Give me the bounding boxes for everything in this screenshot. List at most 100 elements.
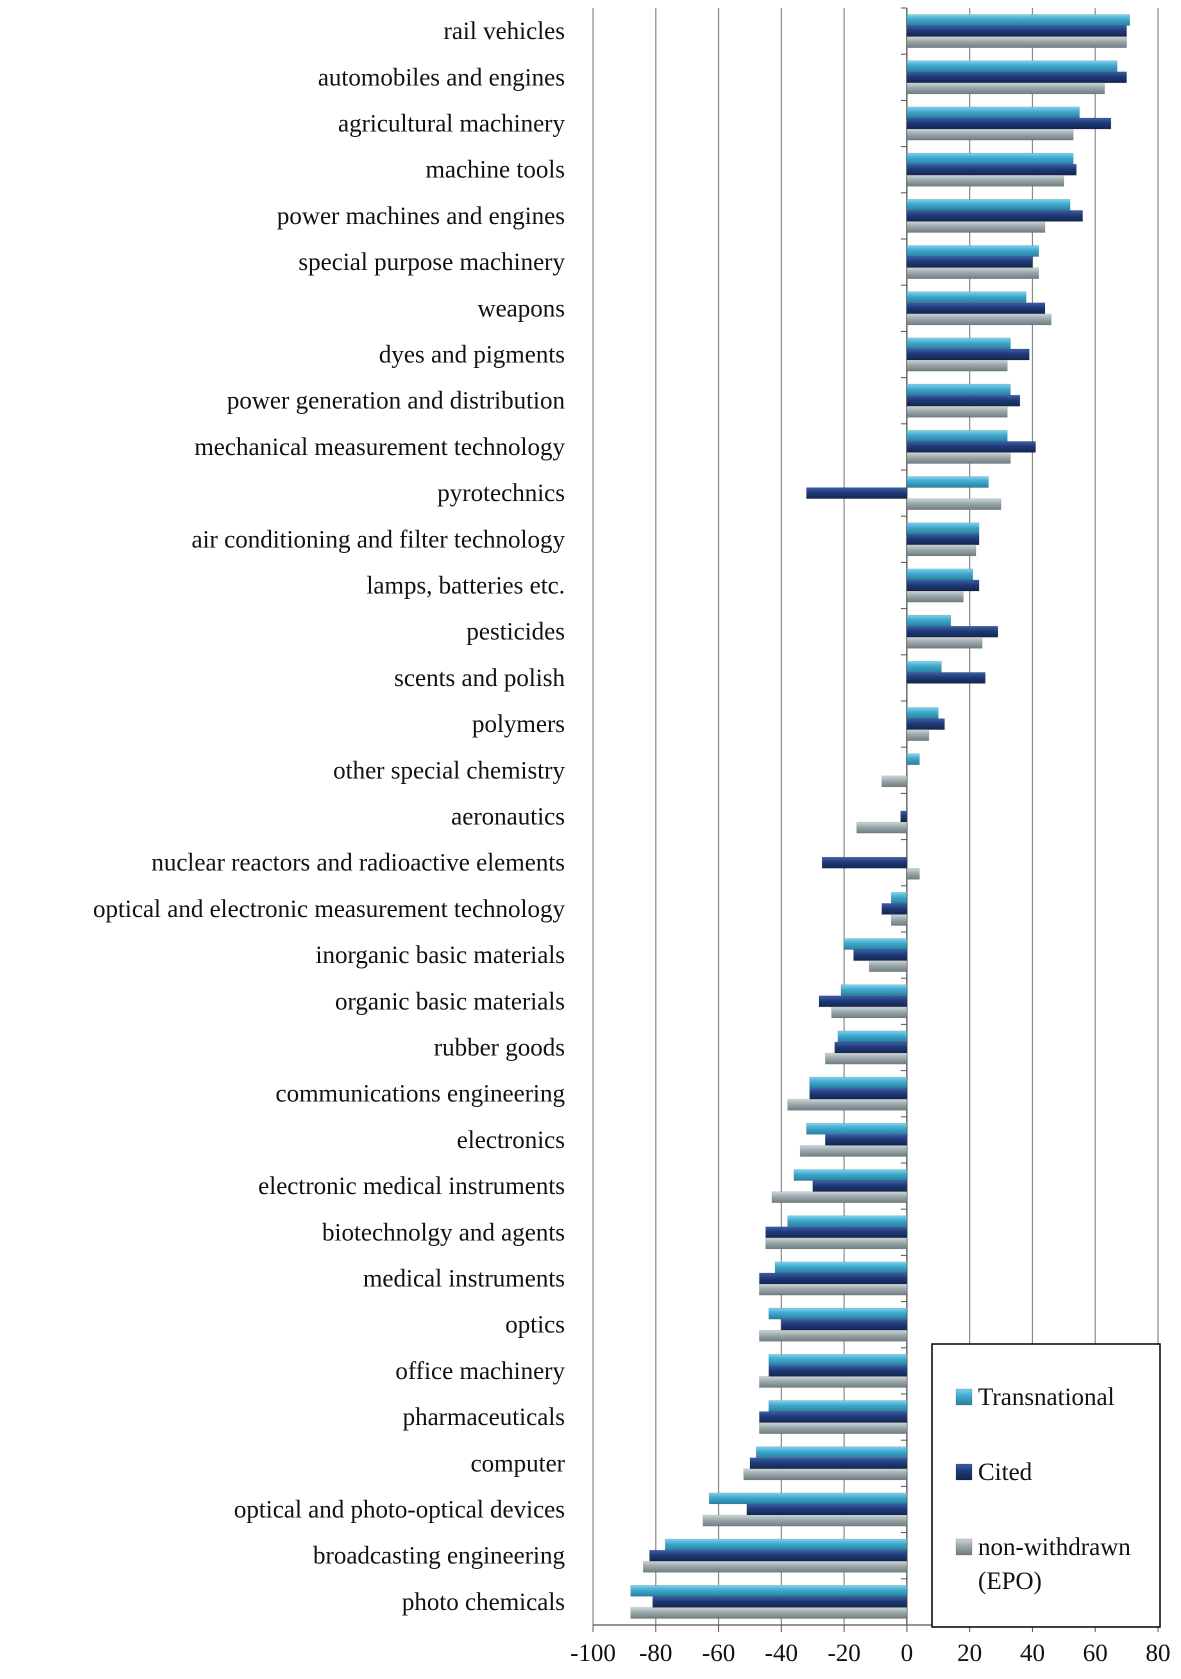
bar-transnational[interactable] (906, 383, 1011, 396)
bar-non-withdrawn[interactable] (765, 1237, 908, 1250)
bar-transnational[interactable] (906, 291, 1027, 304)
bar-non-withdrawn[interactable] (881, 775, 908, 788)
bar-cited[interactable] (906, 533, 980, 546)
bar-non-withdrawn[interactable] (868, 960, 908, 973)
bar-transnational[interactable] (755, 1446, 908, 1459)
bar-non-withdrawn[interactable] (890, 914, 908, 926)
bar-non-withdrawn[interactable] (906, 867, 920, 880)
bar-non-withdrawn[interactable] (759, 1422, 908, 1435)
bar-non-withdrawn[interactable] (906, 452, 1011, 464)
bar-non-withdrawn[interactable] (906, 544, 977, 557)
bar-cited[interactable] (652, 1596, 908, 1608)
bar-non-withdrawn[interactable] (906, 590, 964, 603)
bar-cited[interactable] (881, 903, 908, 915)
bar-transnational[interactable] (809, 1076, 908, 1089)
bar-non-withdrawn[interactable] (906, 313, 1052, 326)
bar-transnational[interactable] (768, 1400, 908, 1412)
bar-cited[interactable] (906, 579, 980, 592)
bar-transnational[interactable] (664, 1538, 908, 1551)
bar-non-withdrawn[interactable] (906, 36, 1127, 49)
bar-cited[interactable] (821, 856, 908, 869)
bar-cited[interactable] (746, 1503, 908, 1516)
bar-cited[interactable] (906, 441, 1036, 453)
bar-cited[interactable] (765, 1226, 908, 1239)
bar-non-withdrawn[interactable] (759, 1376, 908, 1388)
bar-cited[interactable] (906, 25, 1127, 37)
bar-non-withdrawn[interactable] (630, 1607, 908, 1619)
bar-non-withdrawn[interactable] (906, 174, 1065, 187)
bar-cited[interactable] (853, 949, 908, 961)
bar-cited[interactable] (906, 71, 1127, 84)
bar-transnational[interactable] (840, 984, 908, 997)
bar-transnational[interactable] (906, 245, 1040, 257)
bar-transnational[interactable] (793, 1169, 908, 1181)
bar-transnational[interactable] (768, 1353, 908, 1366)
bar-cited[interactable] (818, 995, 908, 1008)
bar-cited[interactable] (906, 625, 999, 638)
bar-non-withdrawn[interactable] (799, 1145, 908, 1157)
bar-transnational[interactable] (906, 337, 1011, 350)
bar-non-withdrawn[interactable] (906, 405, 1008, 418)
bar-cited[interactable] (906, 718, 945, 730)
bar-cited[interactable] (759, 1411, 908, 1423)
bar-non-withdrawn[interactable] (906, 498, 1002, 511)
bar-non-withdrawn[interactable] (787, 1098, 908, 1111)
bar-cited[interactable] (809, 1087, 908, 1100)
bar-non-withdrawn[interactable] (743, 1468, 908, 1481)
bar-transnational[interactable] (906, 198, 1071, 211)
bar-non-withdrawn[interactable] (906, 82, 1105, 95)
bar-cited[interactable] (649, 1549, 908, 1562)
bar-non-withdrawn[interactable] (759, 1329, 908, 1342)
bar-non-withdrawn[interactable] (759, 1283, 908, 1296)
bar-transnational[interactable] (906, 660, 942, 673)
bar-non-withdrawn[interactable] (906, 221, 1046, 233)
bar-cited[interactable] (906, 117, 1112, 130)
bar-non-withdrawn[interactable] (906, 267, 1040, 280)
bar-non-withdrawn[interactable] (824, 1052, 908, 1065)
bar-cited[interactable] (806, 487, 908, 499)
bar-cited[interactable] (812, 1180, 908, 1192)
bar-transnational[interactable] (906, 753, 920, 766)
bar-cited[interactable] (824, 1134, 908, 1146)
bar-cited[interactable] (759, 1272, 908, 1285)
bar-cited[interactable] (906, 394, 1021, 407)
bar-transnational[interactable] (906, 614, 952, 627)
bar-transnational[interactable] (837, 1030, 908, 1043)
bar-transnational[interactable] (890, 891, 908, 904)
bar-cited[interactable] (900, 810, 908, 823)
bar-cited[interactable] (749, 1457, 908, 1470)
bar-transnational[interactable] (843, 938, 908, 950)
bar-cited[interactable] (781, 1318, 908, 1331)
bar-non-withdrawn[interactable] (831, 1006, 908, 1019)
bar-non-withdrawn[interactable] (771, 1191, 908, 1204)
bar-transnational[interactable] (906, 106, 1080, 119)
bar-cited[interactable] (906, 302, 1046, 315)
bar-cited[interactable] (906, 672, 986, 684)
bar-non-withdrawn[interactable] (906, 636, 983, 649)
bar-transnational[interactable] (906, 60, 1118, 73)
bar-cited[interactable] (906, 348, 1030, 361)
bar-non-withdrawn[interactable] (906, 729, 930, 742)
bar-transnational[interactable] (906, 429, 1008, 442)
bar-transnational[interactable] (768, 1307, 908, 1320)
bar-cited[interactable] (834, 1041, 908, 1054)
bar-transnational[interactable] (906, 14, 1131, 26)
bar-transnational[interactable] (787, 1215, 908, 1228)
bar-cited[interactable] (906, 210, 1083, 222)
bar-cited[interactable] (768, 1365, 908, 1377)
bar-transnational[interactable] (806, 1122, 908, 1135)
bar-non-withdrawn[interactable] (906, 359, 1008, 372)
bar-transnational[interactable] (906, 476, 989, 488)
bar-non-withdrawn[interactable] (702, 1514, 908, 1527)
bar-transnational[interactable] (906, 152, 1074, 165)
bar-non-withdrawn[interactable] (856, 821, 908, 834)
bar-transnational[interactable] (774, 1261, 908, 1274)
bar-transnational[interactable] (906, 522, 980, 535)
bar-cited[interactable] (906, 163, 1077, 176)
bar-transnational[interactable] (906, 707, 939, 719)
bar-cited[interactable] (906, 256, 1033, 268)
bar-transnational[interactable] (630, 1584, 908, 1597)
bar-transnational[interactable] (708, 1492, 908, 1505)
bar-transnational[interactable] (906, 568, 974, 581)
bar-non-withdrawn[interactable] (642, 1560, 908, 1573)
